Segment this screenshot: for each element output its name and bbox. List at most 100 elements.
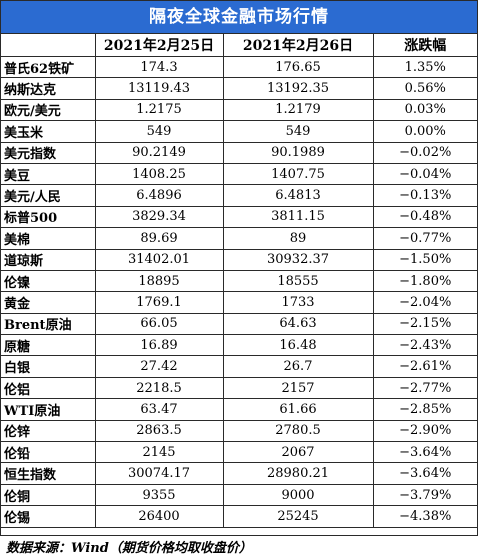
value-date-2: 1407.75 <box>222 162 374 186</box>
value-date-1: 66.05 <box>94 312 224 336</box>
value-date-2: 30932.37 <box>222 248 374 271</box>
value-date-2: 6.4813 <box>222 184 374 207</box>
instrument-name: Brent原油 <box>1 312 96 336</box>
instrument-name: 伦铝 <box>1 376 96 400</box>
value-date-2: 26.7 <box>222 355 374 378</box>
value-date-2: 9000 <box>222 483 374 507</box>
value-date-1: 549 <box>94 120 224 143</box>
value-date-1: 16.89 <box>94 334 224 357</box>
value-date-2: 28980.21 <box>222 462 374 485</box>
change-percent: 0.56% <box>372 77 477 100</box>
instrument-name: 原糖 <box>1 334 96 357</box>
value-date-2: 1733 <box>222 291 374 314</box>
table-row: 美棉 89.69 89 −0.77% <box>1 227 477 250</box>
value-date-2: 2157 <box>222 376 374 400</box>
table-row: 欧元/美元 1.2175 1.2179 0.03% <box>1 98 477 122</box>
value-date-2: 16.48 <box>222 334 374 357</box>
instrument-name: 伦锌 <box>1 419 96 443</box>
value-date-2: 1.2179 <box>222 98 374 122</box>
table-row: 伦铅 2145 2067 −3.64% <box>1 441 477 464</box>
value-date-2: 176.65 <box>222 55 374 79</box>
table-row: 道琼斯 31402.01 30932.37 −1.50% <box>1 248 477 271</box>
value-date-2: 64.63 <box>222 312 374 336</box>
header-change: 涨跌幅 <box>372 34 477 57</box>
instrument-name: 恒生指数 <box>1 462 96 485</box>
change-percent: −3.64% <box>372 462 477 485</box>
value-date-2: 89 <box>222 227 374 250</box>
value-date-1: 1769.1 <box>94 291 224 314</box>
value-date-1: 30074.17 <box>94 462 224 485</box>
value-date-2: 25245 <box>222 505 374 528</box>
instrument-name: 美元指数 <box>1 141 96 164</box>
value-date-2: 13192.35 <box>222 77 374 100</box>
table-row: 伦锌 2863.5 2780.5 −2.90% <box>1 419 477 443</box>
change-percent: −2.85% <box>372 398 477 421</box>
table-row: 白银 27.42 26.7 −2.61% <box>1 355 477 378</box>
value-date-2: 549 <box>222 120 374 143</box>
instrument-name: 标普500 <box>1 205 96 229</box>
value-date-2: 61.66 <box>222 398 374 421</box>
change-percent: −0.02% <box>372 141 477 164</box>
table-body: 普氏62铁矿 174.3 176.65 1.35% 纳斯达克 13119.43 13192.… <box>1 55 477 528</box>
instrument-name: 普氏62铁矿 <box>1 55 96 79</box>
table-row: 标普500 3829.34 3811.15 −0.48% <box>1 205 477 229</box>
table-row: 伦镍 18895 18555 −1.80% <box>1 269 477 293</box>
change-percent: 0.00% <box>372 120 477 143</box>
source-note: 数据来源：Wind（期货价格均取收盘价） <box>6 541 252 556</box>
change-percent: −3.79% <box>372 483 477 507</box>
table-row: 恒生指数 30074.17 28980.21 −3.64% <box>1 462 477 485</box>
value-date-1: 63.47 <box>94 398 224 421</box>
value-date-1: 9355 <box>94 483 224 507</box>
change-percent: −2.04% <box>372 291 477 314</box>
value-date-1: 89.69 <box>94 227 224 250</box>
value-date-1: 1.2175 <box>94 98 224 122</box>
market-table: 2021年2月25日 2021年2月26日 涨跌幅 普氏62铁矿 174.3 176… <box>1 34 477 528</box>
change-percent: −2.43% <box>372 334 477 357</box>
table-row: 伦铝 2218.5 2157 −2.77% <box>1 376 477 400</box>
value-date-2: 18555 <box>222 269 374 293</box>
change-percent: −1.50% <box>372 248 477 271</box>
table-row: 美玉米 549 549 0.00% <box>1 120 477 143</box>
instrument-name: 黄金 <box>1 291 96 314</box>
value-date-1: 3829.34 <box>94 205 224 229</box>
value-date-1: 90.2149 <box>94 141 224 164</box>
instrument-name: 美棉 <box>1 227 96 250</box>
value-date-1: 2145 <box>94 441 224 464</box>
table-row: 伦铜 9355 9000 −3.79% <box>1 483 477 507</box>
header-instrument <box>1 34 96 57</box>
value-date-2: 2780.5 <box>222 419 374 443</box>
market-table-frame: 隔夜全球金融市场行情 2021年2月25日 2021年2月26日 涨跌幅 普氏6… <box>0 0 478 536</box>
table-row: 美元指数 90.2149 90.1989 −0.02% <box>1 141 477 164</box>
change-percent: −2.90% <box>372 419 477 443</box>
change-percent: −3.64% <box>372 441 477 464</box>
instrument-name: 美玉米 <box>1 120 96 143</box>
instrument-name: 纳斯达克 <box>1 77 96 100</box>
value-date-1: 1408.25 <box>94 162 224 186</box>
value-date-1: 174.3 <box>94 55 224 79</box>
table-row: 美元/人民 6.4896 6.4813 −0.13% <box>1 184 477 207</box>
table-row: 伦锡 26400 25245 −4.38% <box>1 505 477 528</box>
table-row: Brent原油 66.05 64.63 −2.15% <box>1 312 477 336</box>
value-date-2: 90.1989 <box>222 141 374 164</box>
instrument-name: 伦铅 <box>1 441 96 464</box>
instrument-name: 白银 <box>1 355 96 378</box>
instrument-name: 伦镍 <box>1 269 96 293</box>
table-row: 黄金 1769.1 1733 −2.04% <box>1 291 477 314</box>
instrument-name: 伦铜 <box>1 483 96 507</box>
value-date-1: 27.42 <box>94 355 224 378</box>
value-date-2: 2067 <box>222 441 374 464</box>
value-date-1: 18895 <box>94 269 224 293</box>
instrument-name: 美豆 <box>1 162 96 186</box>
header-date-2: 2021年2月26日 <box>222 34 374 57</box>
change-percent: 1.35% <box>372 55 477 79</box>
instrument-name: WTI原油 <box>1 398 96 421</box>
value-date-1: 13119.43 <box>94 77 224 100</box>
change-percent: −0.04% <box>372 162 477 186</box>
change-percent: −4.38% <box>372 505 477 528</box>
change-percent: −2.15% <box>372 312 477 336</box>
table-row: 原糖 16.89 16.48 −2.43% <box>1 334 477 357</box>
header-date-1: 2021年2月25日 <box>94 34 224 57</box>
table-row: 美豆 1408.25 1407.75 −0.04% <box>1 162 477 186</box>
instrument-name: 道琼斯 <box>1 248 96 271</box>
value-date-1: 2863.5 <box>94 419 224 443</box>
